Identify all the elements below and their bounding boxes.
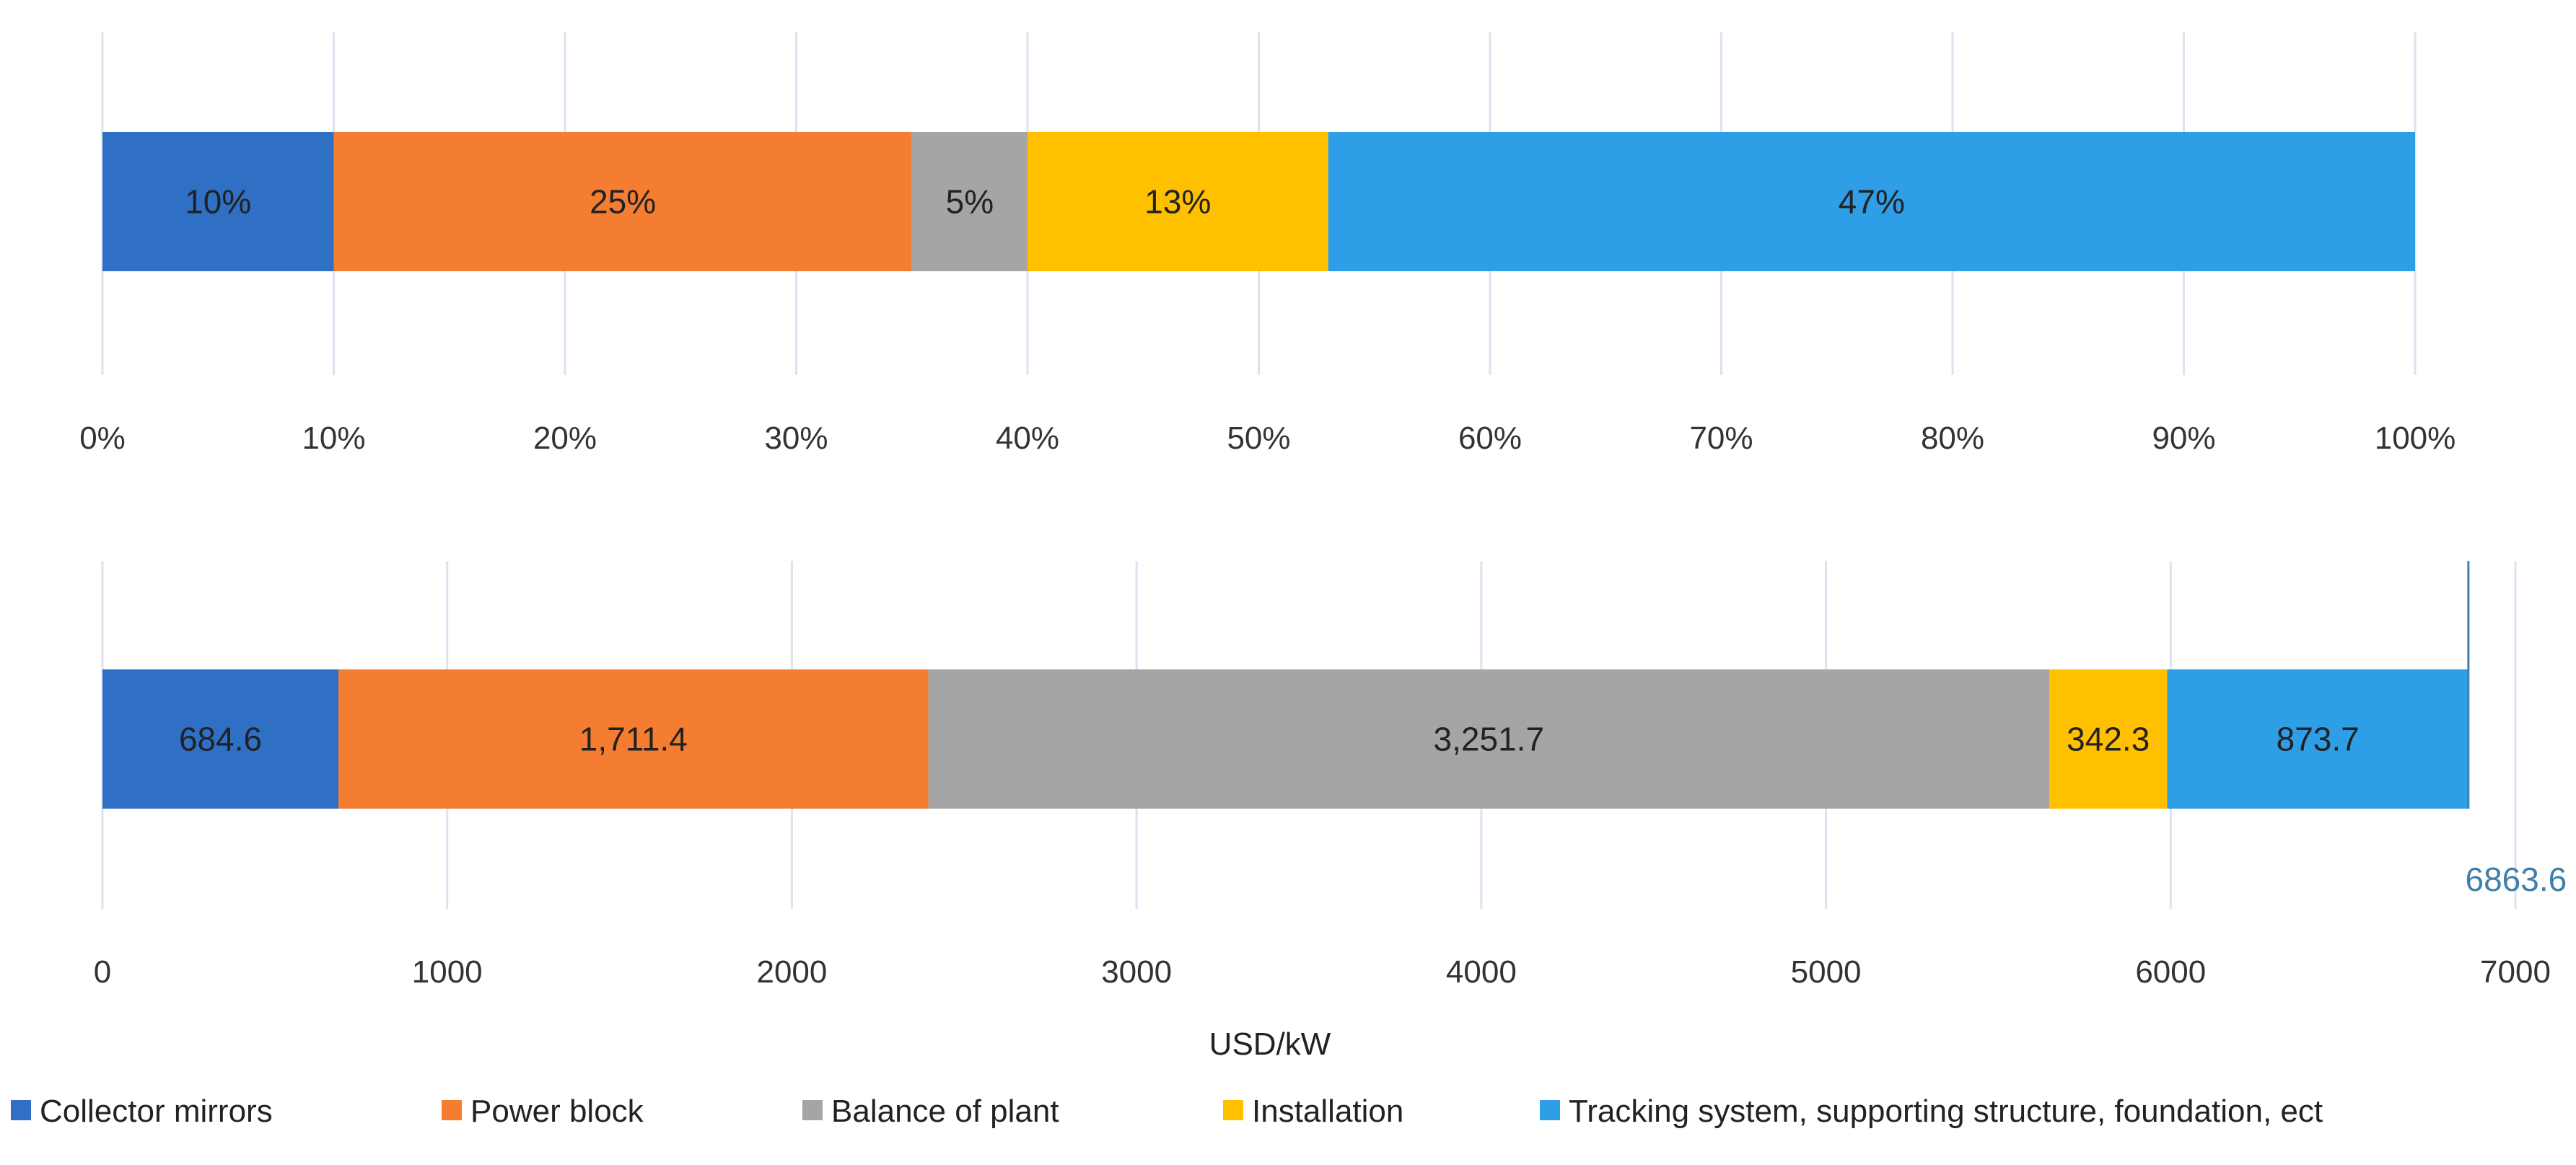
- legend-label-power-block: Power block: [470, 1094, 644, 1129]
- usd-data-label-power-block: 1,711.4: [579, 721, 688, 758]
- pct-bar-installation: [1028, 132, 1328, 271]
- pct-tick-label-10: 10%: [302, 421, 365, 456]
- usd-tick-label-4000: 4000: [1446, 954, 1517, 990]
- usd-bar-tracking-system: [2167, 669, 2468, 809]
- legend: Collector mirrors Power block Balance of p…: [11, 1094, 2323, 1129]
- usd-axis-title: USD/kW: [1209, 1026, 1331, 1062]
- legend-label-tracking-system: Tracking system, supporting structure, f…: [1569, 1094, 2323, 1129]
- usd-per-kw-chart: 0 1000 2000 3000 4000 5000 6000 7000 684.6 1,711.…: [94, 561, 2567, 1062]
- legend-label-installation: Installation: [1252, 1094, 1403, 1129]
- legend-label-balance-of: Balance of plant: [831, 1094, 1059, 1129]
- pct-tick-label-90: 90%: [2152, 421, 2215, 456]
- pct-tick-label-0: 0%: [79, 421, 126, 456]
- usd-data-label-installation: 342.3: [2067, 721, 2150, 758]
- pct-tick-label-50: 50%: [1227, 421, 1290, 456]
- usd-tick-label-1000: 1000: [412, 954, 483, 990]
- usd-bar-balance-of: [928, 669, 2049, 809]
- pct-bar-power-block: [333, 132, 912, 271]
- pct-data-label-installation: 13%: [1144, 183, 1211, 221]
- usd-tick-label-3000: 3000: [1101, 954, 1172, 990]
- usd-tick-label-0: 0: [94, 954, 111, 990]
- usd-data-label-balance-of: 3,251.7: [1434, 721, 1544, 758]
- pct-tick-label-100: 100%: [2375, 421, 2456, 456]
- pct-tick-label-20: 20%: [533, 421, 597, 456]
- pct-tick-label-30: 30%: [764, 421, 828, 456]
- usd-bar-installation: [2049, 669, 2168, 809]
- pct-data-label-collector-mirrors: 10%: [185, 183, 251, 221]
- usd-bar-power-block: [338, 669, 929, 809]
- usd-tick-label-2000: 2000: [756, 954, 827, 990]
- percentage-chart: 0% 10% 20% 30% 40% 50% 60% 70% 80% 90% 100% 10% 25% 5…: [79, 32, 2455, 456]
- pct-tick-label-60: 60%: [1458, 421, 1522, 456]
- pct-bar-balance-of: [911, 132, 1028, 271]
- legend-swatch-collector-mirrors: [11, 1100, 31, 1120]
- pct-tick-label-80: 80%: [1921, 421, 1984, 456]
- legend-swatch-power-block: [442, 1100, 462, 1120]
- pct-data-label-balance-of: 5%: [946, 183, 994, 221]
- usd-tick-label-5000: 5000: [1791, 954, 1862, 990]
- usd-data-label-collector-mirrors: 684.6: [179, 721, 262, 758]
- legend-swatch-installation: [1223, 1100, 1243, 1120]
- pct-data-label-tracking-system: 47%: [1839, 183, 1905, 221]
- legend-label-collector-mirrors: Collector mirrors: [40, 1094, 273, 1129]
- pct-data-label-power-block: 25%: [590, 183, 656, 221]
- legend-swatch-balance-of: [802, 1100, 823, 1120]
- usd-tick-label-6000: 6000: [2135, 954, 2206, 990]
- pct-bar-collector-mirrors: [102, 132, 334, 271]
- total-value-label: 6863.6: [2465, 861, 2567, 898]
- usd-tick-label-7000: 7000: [2480, 954, 2551, 990]
- pct-tick-label-70: 70%: [1689, 421, 1753, 456]
- pct-bar-tracking-system: [1328, 132, 2415, 271]
- usd-bar-collector-mirrors: [102, 669, 339, 809]
- usd-data-label-tracking-system: 873.7: [2277, 721, 2360, 758]
- legend-swatch-tracking-system: [1540, 1100, 1560, 1120]
- pct-tick-label-40: 40%: [996, 421, 1059, 456]
